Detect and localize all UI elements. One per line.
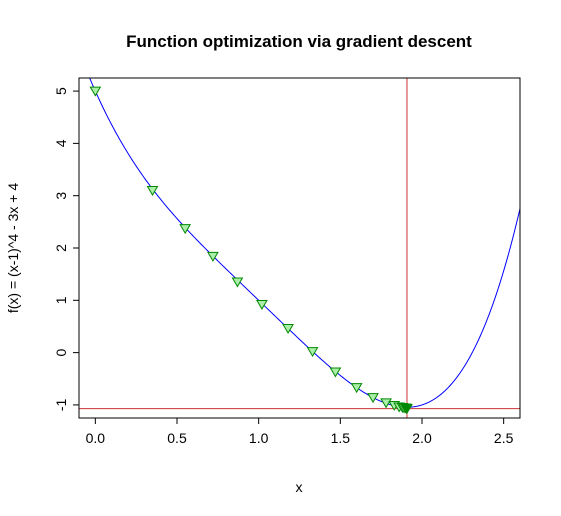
y-tick-label: 0 [53, 349, 69, 357]
descent-point [350, 383, 363, 394]
descent-point [89, 86, 102, 97]
y-tick-label: 1 [53, 296, 69, 304]
x-tick-label: 1.5 [331, 430, 351, 446]
y-tick-label: 3 [53, 192, 69, 200]
descent-point [207, 251, 219, 262]
descent-point [231, 277, 244, 288]
x-tick-label: 0.0 [86, 430, 106, 446]
plot-area-marks [79, 78, 520, 418]
y-tick-label: 2 [53, 244, 69, 252]
y-tick-label: 4 [53, 139, 69, 147]
plot-frame [78, 77, 521, 419]
chart-title: Function optimization via gradient desce… [126, 32, 472, 51]
descent-point [179, 224, 192, 235]
y-tick-label: -1 [53, 398, 69, 411]
x-tick-label: 2.0 [412, 430, 432, 446]
descent-point [306, 347, 319, 358]
x-axis-label: x [296, 479, 303, 495]
descent-point [401, 404, 413, 415]
descent-point [380, 398, 392, 409]
y-axis-label: f(x) = (x-1)^4 - 3x + 4 [5, 183, 21, 313]
x-tick-label: 0.5 [167, 430, 187, 446]
y-tick-label: 5 [53, 87, 69, 95]
x-tick-label: 1.0 [249, 430, 269, 446]
descent-point [329, 367, 342, 378]
function-curve-line [89, 78, 520, 408]
descent-point [146, 185, 159, 196]
descent-point [256, 299, 268, 310]
axes: 0.0 0.5 1.0 1.5 2.0 2.5 -1 0 1 2 3 4 5 [53, 87, 514, 446]
descent-point [367, 393, 379, 404]
x-tick-label: 2.5 [494, 430, 514, 446]
descent-point [282, 324, 294, 335]
